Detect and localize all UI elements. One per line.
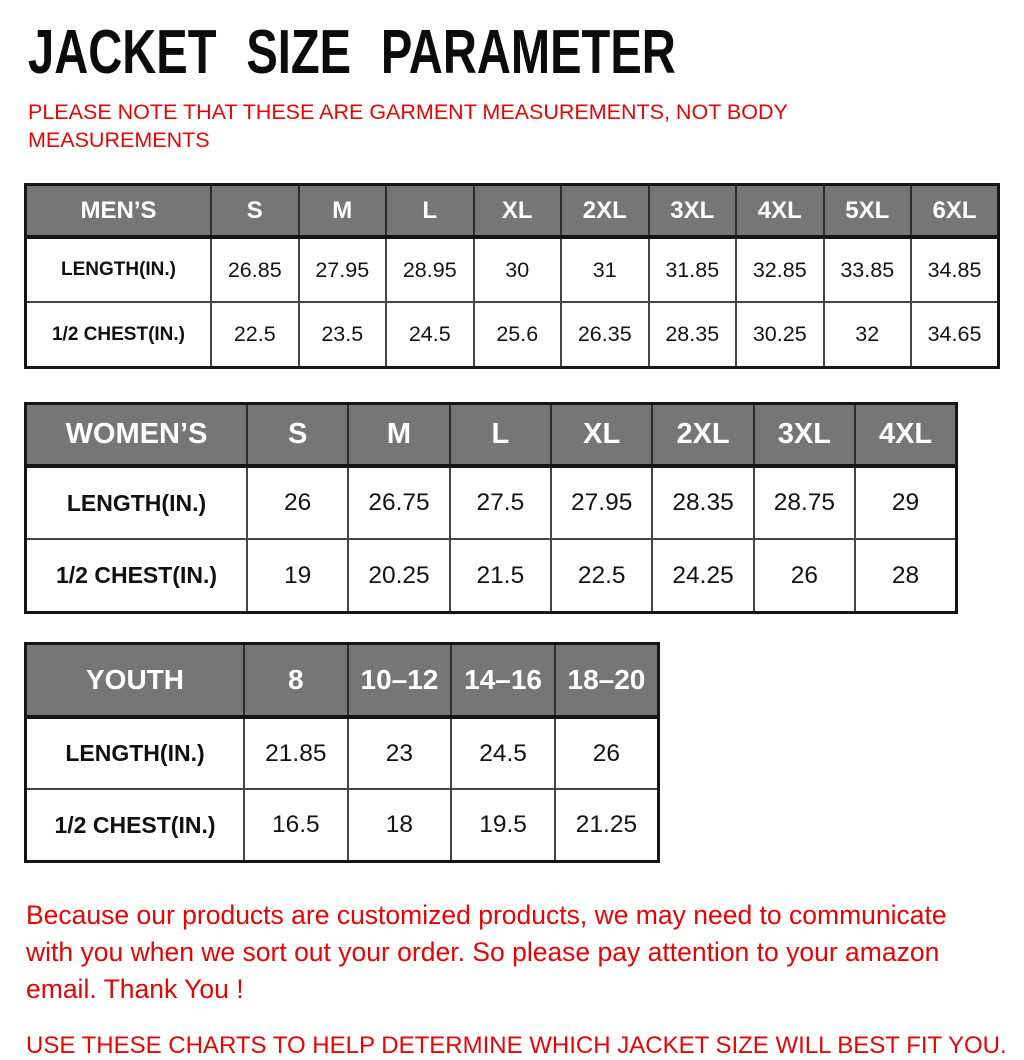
mens-value-cell: 24.5 [385, 301, 475, 369]
jacket-size-chart-page: JACKET SIZE PARAMETER PLEASE NOTE THAT T… [0, 22, 1024, 1060]
womens-value-cell: 27.95 [550, 465, 654, 541]
mens-size-header-cell: S [210, 183, 300, 240]
womens-value-cell: 26 [752, 538, 857, 614]
womens-size-header-cell: M [347, 402, 451, 469]
mens-size-header-cell: 3XL [647, 183, 737, 240]
womens-value-cell: 29 [854, 465, 958, 541]
womens-size-header-cell: L [448, 402, 553, 469]
womens-header-row: WOMEN’S S M L XL 2XL 3XL 4XL [24, 402, 958, 469]
youth-size-header-cell: 10–12 [346, 642, 453, 720]
size-tables-container: MEN’S S M L XL 2XL 3XL 4XL 5XL 6XL LENGTH(IN.) 26.8… [0, 182, 1024, 863]
mens-value-cell: 26.35 [560, 301, 650, 369]
youth-size-table: YOUTH 8 10–12 14–16 18–20 LENGTH(IN.) 21.85 23 2… [24, 641, 660, 863]
youth-size-header-cell: 18–20 [553, 642, 660, 720]
mens-row-label: LENGTH(IN.) [24, 236, 212, 304]
mens-value-cell: 25.6 [472, 301, 562, 369]
womens-size-header-cell: 4XL [854, 402, 958, 469]
womens-value-cell: 19 [245, 538, 350, 614]
womens-value-cell: 24.25 [651, 538, 755, 614]
womens-size-header-cell: XL [550, 402, 654, 469]
youth-value-cell: 18 [346, 788, 453, 863]
mens-size-header-cell: 6XL [910, 183, 1000, 240]
mens-value-cell: 34.65 [910, 301, 1000, 369]
youth-measure-row: 1/2 CHEST(IN.) 16.5 18 19.5 21.25 [24, 788, 660, 863]
womens-value-cell: 22.5 [550, 538, 654, 614]
youth-row-label: 1/2 CHEST(IN.) [24, 788, 245, 863]
mens-value-cell: 28.95 [385, 236, 475, 304]
womens-value-cell: 26 [245, 465, 350, 541]
youth-row-label: LENGTH(IN.) [24, 716, 245, 791]
mens-size-header-cell: 4XL [735, 183, 825, 240]
womens-size-header-cell: 3XL [752, 402, 857, 469]
youth-value-cell: 19.5 [450, 788, 556, 863]
youth-value-cell: 23 [346, 716, 453, 791]
mens-value-cell: 33.85 [822, 236, 912, 304]
youth-value-cell: 21.85 [243, 716, 349, 791]
footer-communication-note: Because our products are customized prod… [26, 899, 947, 1004]
mens-size-table: MEN’S S M L XL 2XL 3XL 4XL 5XL 6XL LENGTH(IN.) 26.8… [24, 182, 1000, 369]
mens-size-header-cell: M [297, 183, 387, 240]
womens-size-header-cell: 2XL [651, 402, 755, 469]
garment-measurement-note: PLEASE NOTE THAT THESE ARE GARMENT MEASU… [28, 100, 788, 153]
womens-measure-row: LENGTH(IN.) 26 26.75 27.5 27.95 28.35 28.75 29 [24, 465, 958, 541]
mens-table-title-cell: MEN’S [24, 183, 212, 240]
youth-value-cell: 21.25 [553, 788, 660, 863]
youth-value-cell: 24.5 [450, 716, 556, 791]
mens-value-cell: 23.5 [297, 301, 387, 369]
youth-value-cell: 26 [553, 716, 660, 791]
womens-row-label: LENGTH(IN.) [24, 465, 248, 541]
mens-value-cell: 34.85 [910, 236, 1000, 304]
womens-value-cell: 26.75 [347, 465, 451, 541]
mens-value-cell: 26.85 [210, 236, 300, 304]
youth-size-header-cell: 8 [243, 642, 349, 720]
youth-size-header-cell: 14–16 [450, 642, 556, 720]
womens-size-header-cell: S [245, 402, 350, 469]
mens-value-cell: 31 [560, 236, 650, 304]
womens-size-table: WOMEN’S S M L XL 2XL 3XL 4XL LENGTH(IN.) 26 26.75 2… [24, 401, 958, 614]
youth-header-row: YOUTH 8 10–12 14–16 18–20 [24, 642, 660, 720]
womens-measure-row: 1/2 CHEST(IN.) 19 20.25 21.5 22.5 24.25 26 28 [24, 538, 958, 614]
mens-measure-row: 1/2 CHEST(IN.) 22.5 23.5 24.5 25.6 26.35 28.35… [24, 301, 1000, 369]
mens-value-cell: 32 [822, 301, 912, 369]
mens-value-cell: 22.5 [210, 301, 300, 369]
womens-row-label: 1/2 CHEST(IN.) [24, 538, 248, 614]
mens-value-cell: 30 [472, 236, 562, 304]
womens-value-cell: 28.75 [752, 465, 857, 541]
mens-row-label: 1/2 CHEST(IN.) [24, 301, 212, 369]
mens-size-header-cell: 5XL [822, 183, 912, 240]
womens-table-title-cell: WOMEN’S [24, 402, 248, 469]
page-title: JACKET SIZE PARAMETER [28, 22, 1024, 84]
mens-value-cell: 27.95 [297, 236, 387, 304]
youth-value-cell: 16.5 [243, 788, 349, 863]
womens-value-cell: 28.35 [651, 465, 755, 541]
youth-table-title-cell: YOUTH [24, 642, 245, 720]
mens-size-header-cell: 2XL [560, 183, 650, 240]
mens-size-header-cell: XL [472, 183, 562, 240]
mens-header-row: MEN’S S M L XL 2XL 3XL 4XL 5XL 6XL [24, 183, 1000, 240]
page-title-text: JACKET SIZE PARAMETER [28, 18, 676, 87]
womens-value-cell: 20.25 [347, 538, 451, 614]
mens-size-header-cell: L [385, 183, 475, 240]
footer-fit-note: USE THESE CHARTS TO HELP DETERMINE WHICH… [26, 1032, 1007, 1060]
womens-value-cell: 28 [854, 538, 958, 614]
mens-value-cell: 28.35 [647, 301, 737, 369]
mens-value-cell: 30.25 [735, 301, 825, 369]
womens-value-cell: 27.5 [448, 465, 553, 541]
mens-value-cell: 31.85 [647, 236, 737, 304]
mens-measure-row: LENGTH(IN.) 26.85 27.95 28.95 30 31 31.85 32.85… [24, 236, 1000, 304]
youth-measure-row: LENGTH(IN.) 21.85 23 24.5 26 [24, 716, 660, 791]
mens-value-cell: 32.85 [735, 236, 825, 304]
womens-value-cell: 21.5 [448, 538, 553, 614]
